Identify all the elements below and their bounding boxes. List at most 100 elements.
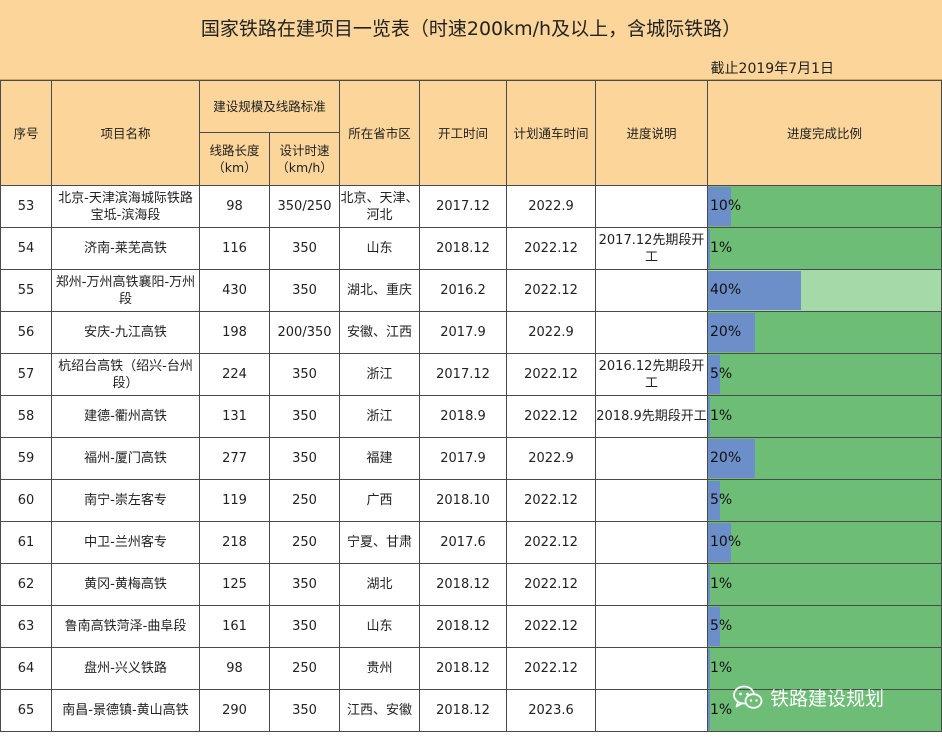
header-length: 线路长度（km） [199, 132, 270, 186]
project-table: 序号 项目名称 建设规模及线路标准 所在省市区 开工时间 计划通车时间 进度说明… [0, 80, 942, 732]
cell-name: 南宁-崇左客专 [51, 479, 200, 522]
cell-length: 98 [199, 647, 270, 690]
cell-seq: 64 [0, 647, 52, 690]
cell-length: 290 [199, 689, 270, 732]
cell-open: 2022.12 [506, 563, 597, 606]
progress-cell: 10% [707, 185, 942, 228]
table-row: 53 北京-天津滨海城际铁路宝坻-滨海段 98 350/250 北京、天津、河北 2017… [0, 185, 942, 228]
cell-name: 南昌-景德镇-黄山高铁 [51, 689, 200, 732]
cell-open: 2022.12 [506, 227, 597, 270]
cell-note: 2018.9先期段开工 [595, 395, 709, 438]
progress-fill [708, 649, 711, 688]
cell-province: 贵州 [339, 647, 421, 690]
progress-fill [708, 271, 802, 310]
progress-cell: 20% [707, 311, 942, 354]
table-row: 56 安庆-九江高铁 198 200/350 安徽、江西 2017.9 2022.9 20% [0, 311, 942, 354]
table-row: 62 黄冈-黄梅高铁 125 350 湖北 2018.12 2022.12 1% [0, 563, 942, 606]
cell-start: 2017.9 [419, 437, 508, 480]
cell-seq: 56 [0, 311, 52, 354]
cell-speed: 350 [268, 563, 341, 606]
cell-province: 浙江 [339, 353, 421, 396]
progress-fill [708, 397, 711, 436]
cell-seq: 55 [0, 269, 52, 312]
cell-speed: 350 [268, 689, 341, 732]
progress-label: 1% [710, 576, 733, 592]
cell-seq: 63 [0, 605, 52, 648]
progress-label: 5% [710, 618, 733, 634]
cell-name: 安庆-九江高铁 [51, 311, 200, 354]
cell-name: 鲁南高铁菏泽-曲阜段 [51, 605, 200, 648]
cell-open: 2022.12 [506, 647, 597, 690]
progress-label: 5% [710, 492, 733, 508]
header-name: 项目名称 [51, 80, 200, 186]
header-speed: 设计时速（km/h） [268, 132, 341, 186]
header-open: 计划通车时间 [506, 80, 597, 186]
cell-open: 2022.12 [506, 269, 597, 312]
progress-label: 1% [710, 408, 733, 424]
cell-province: 山东 [339, 227, 421, 270]
progress-cell: 1% [707, 647, 942, 690]
cell-speed: 350 [268, 269, 341, 312]
cell-seq: 53 [0, 185, 52, 228]
progress-label: 1% [710, 240, 733, 256]
cell-speed: 350 [268, 227, 341, 270]
cell-open: 2022.12 [506, 353, 597, 396]
progress-fill [708, 439, 755, 478]
cell-note [595, 269, 709, 312]
progress-fill [708, 187, 732, 226]
cell-speed: 350 [268, 353, 341, 396]
table-row: 61 中卫-兰州客专 218 250 宁夏、甘肃 2017.6 2022.12 10% [0, 521, 942, 564]
progress-fill [708, 481, 720, 520]
cell-seq: 62 [0, 563, 52, 606]
cell-open: 2022.12 [506, 479, 597, 522]
cell-name: 建德-衢州高铁 [51, 395, 200, 438]
progress-label: 5% [710, 366, 733, 382]
cell-speed: 350/250 [268, 185, 341, 228]
cell-start: 2018.12 [419, 563, 508, 606]
progress-fill [708, 565, 711, 604]
cell-length: 218 [199, 521, 270, 564]
progress-label: 1% [710, 702, 733, 718]
progress-fill [708, 313, 755, 352]
progress-cell: 1% [707, 227, 942, 270]
progress-cell: 1% [707, 395, 942, 438]
table-row: 60 南宁-崇左客专 119 250 广西 2018.10 2022.12 5% [0, 479, 942, 522]
progress-cell: 5% [707, 605, 942, 648]
progress-cell: 10% [707, 521, 942, 564]
cell-name: 郑州-万州高铁襄阳-万州段 [51, 269, 200, 312]
cell-note [595, 185, 709, 228]
table-row: 64 盘州-兴义铁路 98 250 贵州 2018.12 2022.12 1% [0, 647, 942, 690]
cell-length: 98 [199, 185, 270, 228]
cell-seq: 61 [0, 521, 52, 564]
table-row: 65 南昌-景德镇-黄山高铁 290 350 江西、安徽 2018.12 2023.6 1% [0, 689, 942, 732]
cell-speed: 250 [268, 479, 341, 522]
cell-length: 119 [199, 479, 270, 522]
cell-province: 湖北 [339, 563, 421, 606]
cell-open: 2022.12 [506, 395, 597, 438]
cell-name: 盘州-兴义铁路 [51, 647, 200, 690]
cell-note [595, 647, 709, 690]
progress-fill [708, 607, 720, 646]
title-band: 国家铁路在建项目一览表（时速200km/h及以上，含城际铁路） 截止2019年7… [0, 0, 942, 80]
page-title: 国家铁路在建项目一览表（时速200km/h及以上，含城际铁路） [200, 18, 742, 40]
header-start: 开工时间 [419, 80, 508, 186]
cell-province: 山东 [339, 605, 421, 648]
cell-start: 2018.12 [419, 647, 508, 690]
table-row: 58 建德-衢州高铁 131 350 浙江 2018.9 2022.12 2018.9先期段开… [0, 395, 942, 438]
progress-fill [708, 691, 711, 730]
cell-start: 2018.12 [419, 689, 508, 732]
cell-note: 2017.12先期段开工 [595, 227, 709, 270]
cell-seq: 57 [0, 353, 52, 396]
progress-cell: 1% [707, 689, 942, 732]
cell-province: 安徽、江西 [339, 311, 421, 354]
cell-length: 125 [199, 563, 270, 606]
cell-note [595, 521, 709, 564]
cell-speed: 250 [268, 521, 341, 564]
cell-open: 2022.12 [506, 521, 597, 564]
table-row: 59 福州-厦门高铁 277 350 福建 2017.9 2022.9 20% [0, 437, 942, 480]
cell-province: 北京、天津、河北 [339, 185, 421, 228]
header-progress: 进度完成比例 [707, 80, 942, 186]
cell-length: 430 [199, 269, 270, 312]
cell-speed: 250 [268, 647, 341, 690]
